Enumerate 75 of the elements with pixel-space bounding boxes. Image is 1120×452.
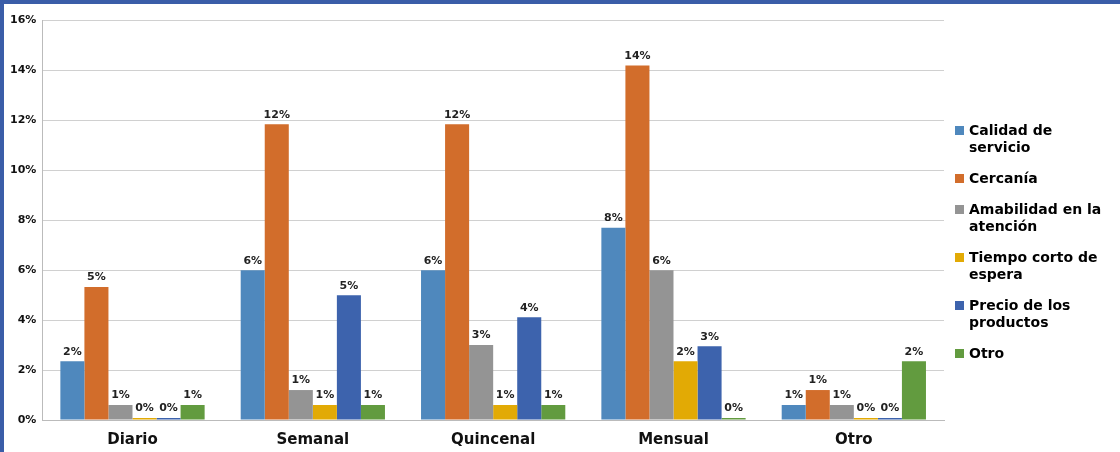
bar <box>84 286 109 420</box>
bar <box>360 405 385 420</box>
bar <box>829 405 854 420</box>
data-label: 2% <box>904 344 924 358</box>
data-label: 8% <box>604 211 623 225</box>
bar <box>180 405 205 420</box>
y-tick-label: 0% <box>17 412 37 426</box>
x-tick-label: Semanal <box>276 429 350 448</box>
data-label: 1% <box>784 388 804 402</box>
data-label: 1% <box>363 388 383 402</box>
bar <box>60 361 85 420</box>
data-label: 6% <box>652 253 671 267</box>
data-label: 1% <box>183 388 202 402</box>
data-label: 2% <box>63 344 82 358</box>
bar <box>493 405 518 420</box>
bar <box>421 270 446 420</box>
data-label: 1% <box>495 388 515 402</box>
data-label: 1% <box>543 388 563 402</box>
data-label: 0% <box>880 401 900 415</box>
data-label: 3% <box>700 329 719 343</box>
bar <box>781 405 806 420</box>
y-tick-label: 16% <box>9 13 37 27</box>
x-tick-label: Diario <box>107 429 158 448</box>
bar <box>336 295 361 420</box>
bar <box>517 317 542 420</box>
data-label: 14% <box>624 48 651 62</box>
y-tick-label: 10% <box>9 163 37 177</box>
x-tick-label: Quincenal <box>451 429 536 448</box>
y-tick-label: 8% <box>17 213 37 227</box>
bar <box>601 227 626 420</box>
data-label: 3% <box>471 328 491 342</box>
bar <box>901 361 926 420</box>
data-label: 12% <box>443 107 471 121</box>
legend-label: Precio de los productos <box>969 297 1072 331</box>
y-tick-label: 12% <box>9 113 37 127</box>
bar <box>240 270 265 420</box>
data-label: 1% <box>315 388 335 402</box>
bar <box>805 390 830 420</box>
y-tick-label: 2% <box>17 362 37 376</box>
data-label: 1% <box>808 373 828 387</box>
x-tick-label: Mensual <box>638 429 709 448</box>
legend-label: Cercanía <box>969 170 1038 187</box>
data-label: 0% <box>856 401 876 415</box>
data-label: 0% <box>724 401 743 415</box>
legend-label: Tiempo corto de espera <box>969 249 1099 283</box>
bar <box>541 405 566 420</box>
legend-label: Calidad de servicio <box>969 122 1054 156</box>
data-label: 0% <box>135 401 154 415</box>
y-tick-label: 14% <box>9 63 37 77</box>
bar <box>312 405 337 420</box>
data-label: 5% <box>87 270 106 284</box>
bar <box>625 65 650 420</box>
data-label: 5% <box>339 278 359 292</box>
bar <box>288 390 313 420</box>
data-label: 12% <box>263 107 290 121</box>
bar <box>445 124 470 420</box>
data-label: 6% <box>423 253 443 267</box>
data-label: 1% <box>832 388 852 402</box>
data-label: 2% <box>676 344 695 358</box>
y-tick-label: 4% <box>17 313 37 327</box>
data-label: 1% <box>111 388 130 402</box>
data-label: 1% <box>291 373 311 387</box>
bar <box>469 345 494 420</box>
bar <box>673 361 698 420</box>
bar <box>108 405 133 420</box>
legend-label: Amabilidad en la atención <box>969 201 1103 235</box>
data-label: 0% <box>159 401 178 415</box>
y-tick-label: 6% <box>17 263 37 277</box>
legend-label: Otro <box>969 345 1005 362</box>
bar <box>264 124 289 420</box>
x-tick-label: Otro <box>835 429 873 448</box>
data-label: 6% <box>243 253 263 267</box>
bar <box>649 270 674 420</box>
data-label: 4% <box>519 300 539 314</box>
bar <box>697 346 722 420</box>
